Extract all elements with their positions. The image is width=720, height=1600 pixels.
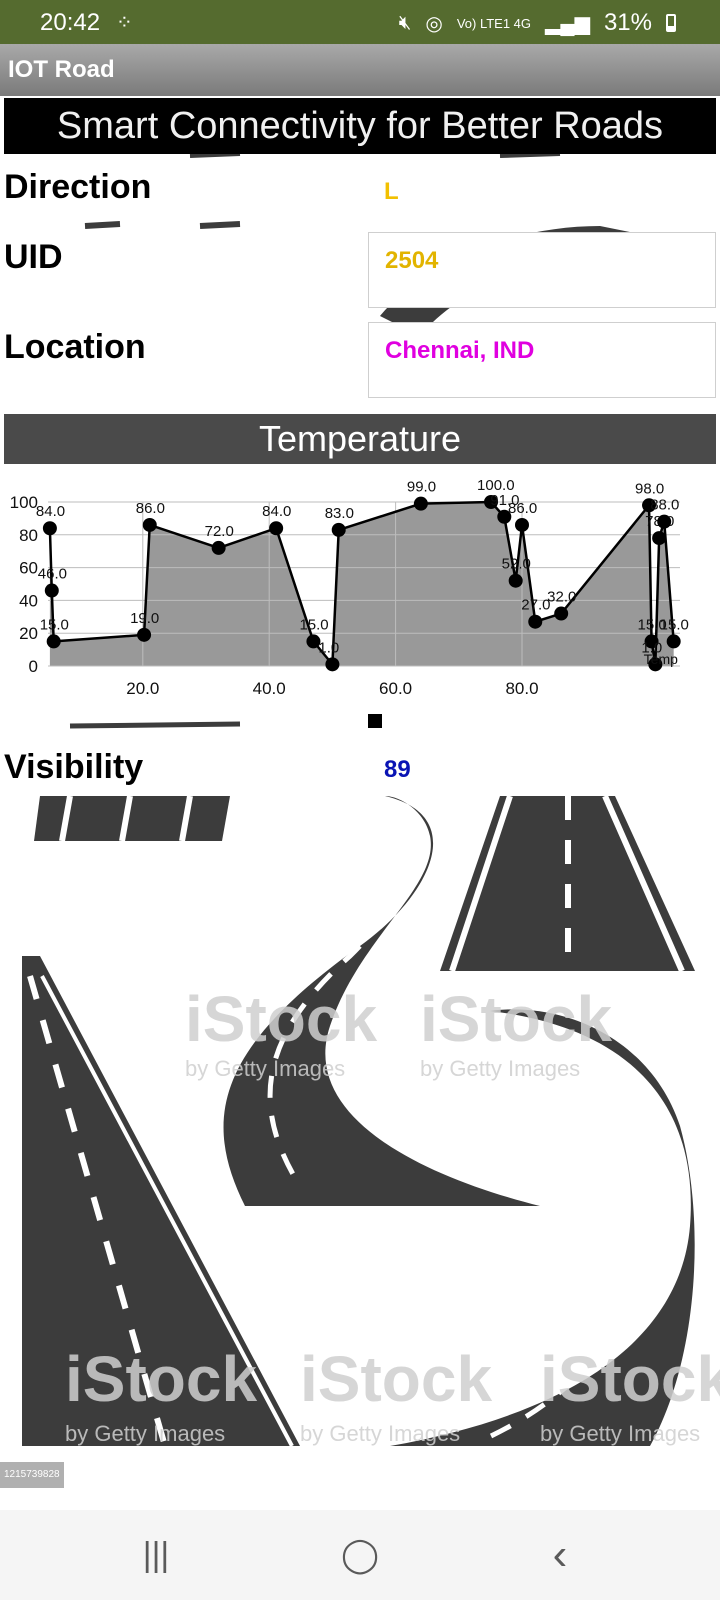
temperature-header: Temperature — [4, 414, 716, 464]
data-label: 84.0 — [36, 503, 65, 520]
data-label: 46.0 — [38, 566, 67, 583]
data-point — [42, 521, 57, 536]
data-label: 84.0 — [262, 503, 291, 520]
data-point — [515, 517, 529, 532]
x-tick-label: 20.0 — [126, 679, 159, 698]
data-point — [666, 634, 681, 649]
image-credit: 1215739828 — [0, 1462, 64, 1488]
data-point — [652, 531, 667, 546]
data-label: 15.0 — [660, 616, 689, 633]
data-point — [657, 514, 672, 529]
data-label: 27.0 — [521, 597, 550, 614]
data-label: 86.0 — [136, 500, 165, 517]
status-bar: 20:42 ⁘ 🔇︎ ◎ Vo) LTE1 4G ▂▄▆ 31% — [0, 0, 720, 44]
temperature-area — [49, 502, 674, 666]
watermark-subtext: by Getty Images — [540, 1421, 700, 1446]
signal-bars-icon: ▂▄▆ — [545, 12, 590, 35]
direction-value: L — [384, 178, 399, 205]
battery-percent: 31% — [603, 9, 652, 36]
watermark-subtext: by Getty Images — [420, 1056, 580, 1081]
data-point — [137, 627, 152, 642]
data-point — [497, 509, 512, 524]
data-label: 32.0 — [547, 589, 576, 606]
watermark-subtext: by Getty Images — [65, 1421, 225, 1446]
watermark-subtext: by Getty Images — [300, 1421, 460, 1446]
y-tick-label: 60 — [19, 559, 38, 578]
home-button[interactable]: ◯ — [340, 1536, 380, 1574]
watermark-subtext: by Getty Images — [185, 1056, 345, 1081]
data-point — [642, 498, 657, 513]
data-point — [413, 496, 428, 511]
data-point — [142, 517, 157, 532]
location-label: Location — [4, 328, 152, 367]
status-icons: 🔇︎ ◎ Vo) LTE1 4G ▂▄▆ 31% — [399, 9, 676, 37]
data-label: 15.0 — [40, 616, 69, 633]
signal-text: Vo) LTE1 4G — [456, 15, 532, 31]
road-background-image: iStock by Getty Images iStock by Getty I… — [22, 152, 720, 1447]
navigation-bar: ||| ◯ ‹ — [0, 1510, 720, 1600]
location-value: Chennai, IND — [385, 337, 535, 364]
app-bar: IOT Road — [0, 44, 720, 96]
y-tick-label: 80 — [19, 526, 38, 545]
y-tick-label: 0 — [29, 657, 38, 676]
data-label: 15.0 — [638, 616, 667, 633]
x-tick-label: 80.0 — [505, 679, 538, 698]
data-point — [269, 521, 284, 536]
data-point — [554, 606, 569, 621]
recents-button[interactable]: ||| — [142, 1535, 170, 1574]
data-point — [211, 540, 226, 555]
mute-icon: 🔇︎ — [398, 11, 412, 34]
data-label: 99.0 — [407, 479, 436, 496]
y-tick-label: 40 — [19, 591, 38, 610]
x-tick-label: 60.0 — [379, 679, 412, 698]
data-point — [484, 495, 499, 509]
data-label: 91.0 — [490, 492, 519, 509]
notification-dots-icon: ⁘ — [116, 12, 133, 34]
data-point — [648, 657, 663, 672]
watermark-text: iStock — [300, 1343, 492, 1415]
data-point — [306, 634, 321, 649]
y-tick-label: 100 — [10, 493, 38, 512]
data-label: 52.0 — [502, 556, 531, 573]
data-point — [46, 634, 61, 649]
data-point — [44, 583, 59, 598]
watermark-text: iStock — [185, 983, 377, 1055]
data-label: 83.0 — [325, 505, 354, 522]
data-point — [331, 522, 346, 537]
data-point — [325, 657, 340, 672]
data-point — [644, 634, 659, 649]
data-label: 98.0 — [635, 480, 664, 497]
data-point — [508, 573, 523, 588]
series-name-label: Temp — [644, 651, 678, 667]
uid-label: UID — [4, 238, 69, 277]
uid-value: 2504 — [385, 247, 439, 274]
data-label: 1.0 — [641, 639, 662, 656]
battery-icon — [666, 14, 676, 32]
data-label: 72.0 — [205, 523, 234, 540]
banner-title: Smart Connectivity for Better Roads — [4, 98, 716, 154]
back-button[interactable]: ‹ — [552, 1530, 568, 1579]
watermark-text: iStock — [65, 1343, 257, 1415]
uid-field[interactable]: 2504 — [368, 232, 716, 308]
watermark-text: iStock — [420, 983, 612, 1055]
data-point — [528, 614, 543, 629]
clock: 20:42 — [40, 9, 101, 36]
app-title: IOT Road — [8, 56, 115, 83]
visibility-label: Visibility — [4, 748, 150, 787]
x-tick-label: 40.0 — [253, 679, 286, 698]
data-label: 1.0 — [318, 639, 339, 656]
hotspot-icon: ◎ — [425, 12, 443, 35]
watermark-text: iStock — [540, 1343, 720, 1415]
y-tick-label: 20 — [19, 624, 38, 643]
data-label: 100.0 — [477, 477, 515, 494]
legend-marker — [368, 714, 382, 728]
data-label: 88.0 — [650, 497, 679, 514]
data-label: 19.0 — [130, 610, 159, 627]
data-label: 86.0 — [508, 500, 537, 517]
data-label: 15.0 — [299, 616, 328, 633]
temperature-chart: 84.0 46.0 15.0 19.0 86.0 72.0 84.0 15.0 1.0 83.0 9… — [0, 470, 720, 720]
direction-label: Direction — [4, 168, 158, 207]
location-field[interactable]: Chennai, IND — [368, 322, 716, 398]
visibility-value: 89 — [384, 756, 411, 783]
